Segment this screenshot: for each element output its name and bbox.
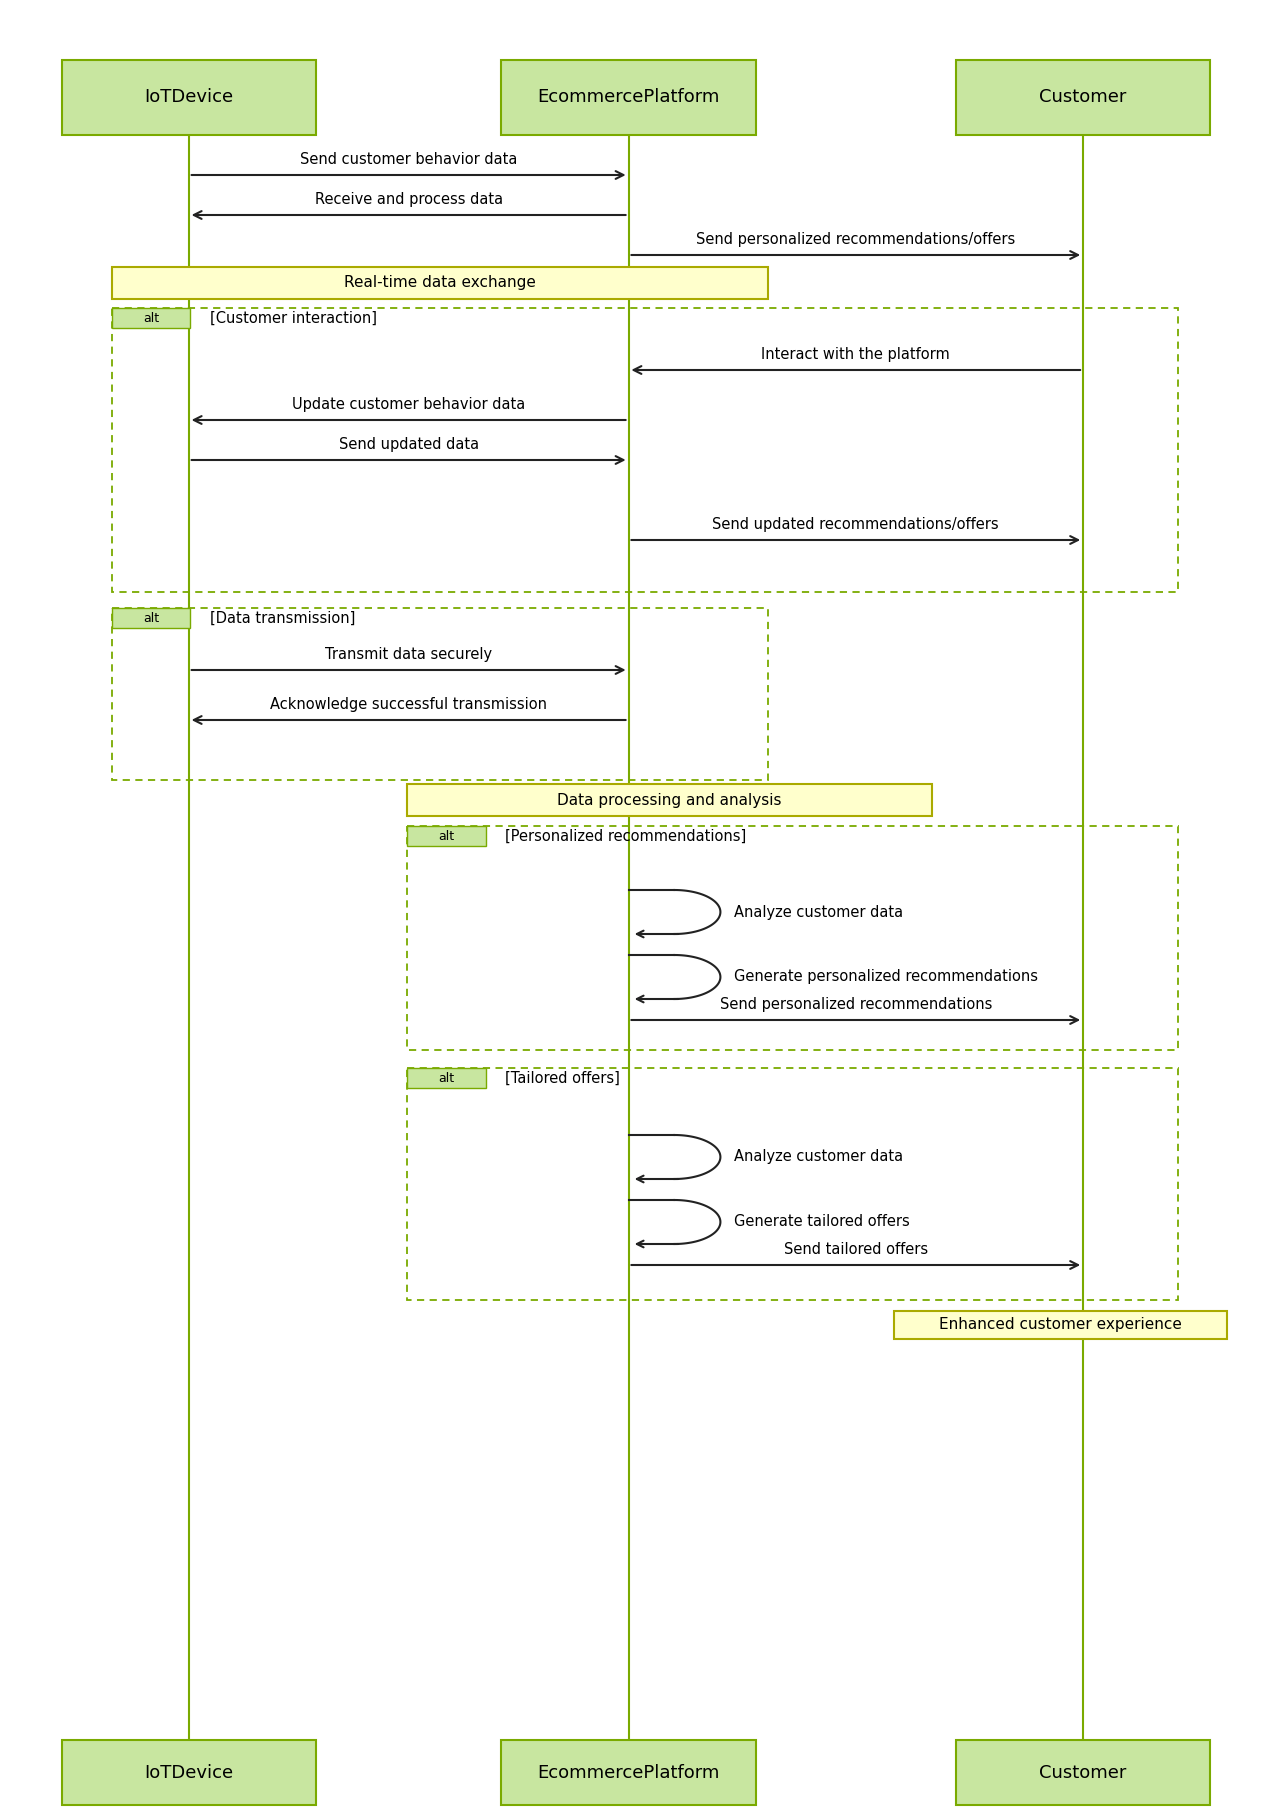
FancyBboxPatch shape	[407, 826, 485, 846]
Text: Send personalized recommendations: Send personalized recommendations	[719, 998, 992, 1012]
Text: alt: alt	[143, 612, 159, 625]
Text: [Tailored offers]: [Tailored offers]	[506, 1070, 621, 1085]
Text: IoTDevice: IoTDevice	[145, 1764, 233, 1782]
FancyBboxPatch shape	[61, 60, 316, 136]
Text: Acknowledge successful transmission: Acknowledge successful transmission	[270, 697, 547, 712]
Text: alt: alt	[438, 829, 454, 842]
Text: Analyze customer data: Analyze customer data	[733, 904, 902, 920]
Text: Receive and process data: Receive and process data	[315, 192, 503, 206]
FancyBboxPatch shape	[895, 1311, 1228, 1338]
Text: [Customer interaction]: [Customer interaction]	[210, 310, 378, 326]
FancyBboxPatch shape	[502, 1740, 755, 1806]
Text: Customer: Customer	[1039, 1764, 1126, 1782]
Text: alt: alt	[438, 1072, 454, 1085]
FancyBboxPatch shape	[502, 60, 755, 136]
Text: Send tailored offers: Send tailored offers	[783, 1242, 928, 1257]
FancyBboxPatch shape	[111, 308, 191, 328]
Text: Customer: Customer	[1039, 89, 1126, 107]
Text: EcommercePlatform: EcommercePlatform	[538, 89, 719, 107]
Text: IoTDevice: IoTDevice	[145, 89, 233, 107]
Text: [Data transmission]: [Data transmission]	[210, 610, 356, 625]
Text: Send updated data: Send updated data	[338, 436, 479, 453]
Text: Interact with the platform: Interact with the platform	[762, 348, 950, 362]
Text: Update customer behavior data: Update customer behavior data	[292, 397, 525, 411]
Text: Data processing and analysis: Data processing and analysis	[557, 793, 782, 808]
FancyBboxPatch shape	[407, 1068, 485, 1088]
Text: Generate tailored offers: Generate tailored offers	[733, 1215, 909, 1230]
FancyBboxPatch shape	[111, 266, 768, 299]
Text: Enhanced customer experience: Enhanced customer experience	[940, 1317, 1183, 1333]
FancyBboxPatch shape	[407, 784, 932, 817]
Text: Transmit data securely: Transmit data securely	[325, 647, 493, 663]
FancyBboxPatch shape	[956, 60, 1211, 136]
Text: EcommercePlatform: EcommercePlatform	[538, 1764, 719, 1782]
Text: Analyze customer data: Analyze customer data	[733, 1150, 902, 1164]
Text: Send personalized recommendations/offers: Send personalized recommendations/offers	[696, 232, 1015, 246]
FancyBboxPatch shape	[956, 1740, 1211, 1806]
FancyBboxPatch shape	[111, 608, 191, 628]
Text: Send customer behavior data: Send customer behavior data	[300, 152, 517, 167]
Text: alt: alt	[143, 311, 159, 324]
Text: Generate personalized recommendations: Generate personalized recommendations	[733, 969, 1038, 985]
FancyBboxPatch shape	[61, 1740, 316, 1806]
Text: [Personalized recommendations]: [Personalized recommendations]	[506, 828, 746, 844]
Text: Real-time data exchange: Real-time data exchange	[344, 275, 536, 290]
Text: Send updated recommendations/offers: Send updated recommendations/offers	[713, 516, 1000, 532]
